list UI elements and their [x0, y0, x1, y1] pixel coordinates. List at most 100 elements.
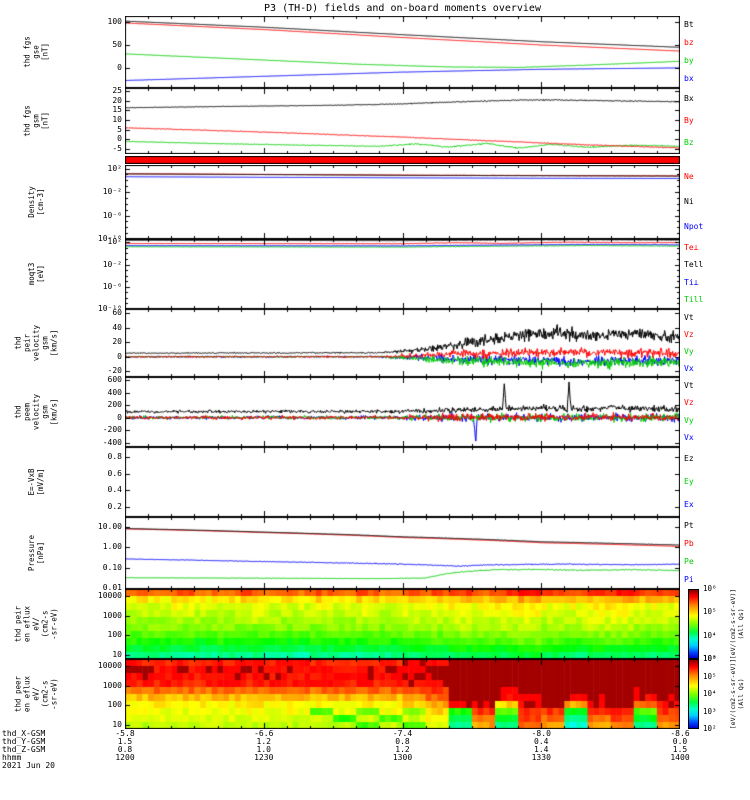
y-tick-label: 10⁻⁶ — [102, 281, 122, 291]
efield-plot-canvas — [125, 447, 680, 517]
panel-electron-spectrogram: thd peer en eflux eV/ (cm2-s -sr-eV) [eV… — [0, 655, 750, 732]
legend-label: Vy — [684, 415, 694, 425]
density-plot-canvas — [125, 165, 680, 239]
footer-tick-value: -5.8 — [115, 729, 135, 738]
legend-label: Te⊥ — [684, 242, 699, 252]
y-tick-label: -20 — [107, 366, 122, 376]
y-tick-label: 0 — [117, 351, 122, 361]
footer-tick-value: 1300 — [392, 753, 413, 762]
y-tick-label: 0.2 — [107, 502, 122, 511]
colorbar-tick-label: 10³ — [703, 654, 717, 663]
colorbar-tick-label: 10⁴ — [703, 689, 717, 698]
y-tick-label: 10² — [107, 237, 122, 247]
legend-label: Ey — [684, 477, 694, 486]
y-tick-label: 50 — [112, 39, 122, 49]
panel-fgs-gsm: thd fgs gsm [nT] 25 20 15 10 5 0 -5 Bx By Bz — [0, 85, 750, 154]
y-tick-label: 100 — [107, 700, 122, 710]
colorbar-tick-label: 10⁵ — [703, 671, 717, 681]
pressure-plot-canvas — [125, 517, 680, 589]
density-axis-label: Density [cm-3] — [27, 186, 45, 218]
y-tick-label: 1.00 — [102, 542, 122, 552]
pressure-axis-label: Pressure [nPa] — [27, 534, 45, 572]
y-tick-label: 25 — [112, 85, 122, 95]
legend-label: Ni — [684, 197, 694, 206]
y-tick-label: 200 — [107, 400, 122, 410]
fgs-gsm-axis-label: thd fgs gsm [nT] — [22, 105, 50, 137]
footer-row-label: thd_X-GSM — [2, 729, 46, 738]
y-tick-label: 20 — [112, 337, 122, 347]
legend-label: Ex — [684, 500, 694, 510]
y-tick-label: 0.01 — [102, 582, 122, 592]
y-tick-label: 100 — [107, 16, 122, 26]
footer-tick-value: -6.6 — [254, 729, 274, 738]
efield-axis-label: E=-VxB [mV/m] — [27, 468, 45, 496]
y-tick-label: 20 — [112, 95, 122, 105]
fgs-gsm-plot-canvas — [125, 88, 680, 154]
y-tick-label: 40 — [112, 322, 122, 332]
footer-row-label: hhmm — [2, 753, 22, 762]
panel-fgs-gse: thd fgs gse [nT] 100 50 0 Bt bz by bx — [0, 16, 750, 88]
footer-tick-value: 1.2 — [395, 745, 410, 754]
panel-ion-velocity: thd peir velocity gsm [km/s] 60 40 20 0 -20 V… — [0, 309, 750, 377]
y-tick-label: -400 — [102, 437, 122, 447]
y-tick-label: 0 — [117, 63, 122, 73]
temperature-plot-canvas — [125, 239, 680, 309]
legend-label: Pt — [684, 521, 694, 530]
panel-ion-spectrogram: thd peir en eflux eV/ (cm2-s -sr-eV) [eV… — [0, 585, 750, 662]
y-tick-label: 10 — [112, 720, 122, 730]
electron-spectrogram-axis-label: thd peer en eflux eV/ (cm2-s -sr-eV) — [13, 675, 59, 713]
legend-label: bx — [684, 74, 694, 83]
ion-spectrogram-canvas — [125, 589, 680, 659]
electron-colorbar-unit-label: [eV/(cm2-s-sr-eV)] (All Qs) — [728, 658, 745, 730]
y-tick-label: 600 — [107, 375, 122, 385]
colorbar-tick-label: 10⁵ — [703, 607, 717, 617]
footer-tick-value: 0.4 — [534, 737, 549, 746]
legend-label: by — [684, 56, 694, 65]
ion-velocity-plot-canvas — [125, 309, 680, 377]
legend-label: Ti⊥ — [684, 277, 699, 287]
legend-label: bz — [684, 38, 694, 47]
y-tick-label: 100 — [107, 630, 122, 640]
footer-row-label: thd_Y-GSM — [2, 737, 46, 746]
panel-temperature: moqt3 [eV] 10² 10⁻² 10⁻⁶ 10⁻¹⁰ Te⊥ Tell Ti⊥ Til… — [0, 237, 750, 313]
legend-label: Vy — [684, 346, 694, 356]
legend-label: Ne — [684, 172, 694, 182]
y-tick-label: 10 — [112, 650, 122, 660]
y-tick-label: 60 — [112, 308, 122, 318]
legend-label: Bx — [684, 94, 694, 103]
legend-label: Bt — [684, 20, 694, 29]
y-tick-label: 15 — [112, 105, 122, 115]
ion-colorbar-unit-label: [eV/(cm2-s-sr-eV)] (All Qs) — [728, 588, 745, 660]
status-flag-canvas — [125, 156, 680, 164]
y-tick-label: 10.00 — [97, 522, 122, 532]
legend-label: Vz — [684, 329, 694, 339]
temperature-axis-label: moqt3 [eV] — [27, 262, 45, 286]
panel-electron-velocity: thd peem velocity gsm [km/s] 600 400 200 0 -… — [0, 375, 750, 447]
footer-row-label: thd_Z-GSM — [2, 745, 46, 754]
y-tick-label: 10 — [112, 115, 122, 125]
y-tick-label: 0 — [117, 412, 122, 422]
time-axis-footer: thd_X-GSM thd_Y-GSM thd_Z-GSM hhmm 2021 Jun … — [0, 729, 750, 799]
footer-tick-value: 1.0 — [256, 745, 271, 754]
y-tick-label: 1000 — [102, 680, 122, 690]
legend-label: Vx — [684, 363, 694, 373]
legend-label: Tell — [684, 260, 704, 270]
y-tick-label: 0.10 — [102, 562, 122, 572]
legend-label: Pi — [684, 575, 694, 584]
legend-label: Till — [684, 295, 704, 305]
y-tick-label: 10⁻² — [102, 187, 122, 197]
footer-tick-value: 0.8 — [395, 737, 410, 746]
footer-date: 2021 Jun 20 — [2, 761, 55, 770]
electron-velocity-plot-canvas — [125, 377, 680, 447]
electron-velocity-axis-label: thd peem velocity gsm [km/s] — [13, 393, 59, 431]
y-tick-label: 0.6 — [107, 468, 122, 478]
y-tick-label: 10⁻¹⁰ — [97, 304, 122, 313]
legend-label: Vt — [684, 312, 694, 322]
page-title: P3 (TH-D) fields and on-board moments ov… — [264, 3, 541, 14]
footer-tick-value: -8.0 — [531, 729, 551, 738]
footer-tick-value: 1.4 — [534, 745, 549, 754]
legend-label: Pe — [684, 557, 694, 566]
footer-tick-value: 1.2 — [256, 737, 271, 746]
panel-efield: E=-VxB [mV/m] 0.8 0.6 0.4 0.2 Ez Ey Ex — [0, 447, 750, 517]
y-tick-label: 10⁻⁶ — [102, 210, 122, 220]
